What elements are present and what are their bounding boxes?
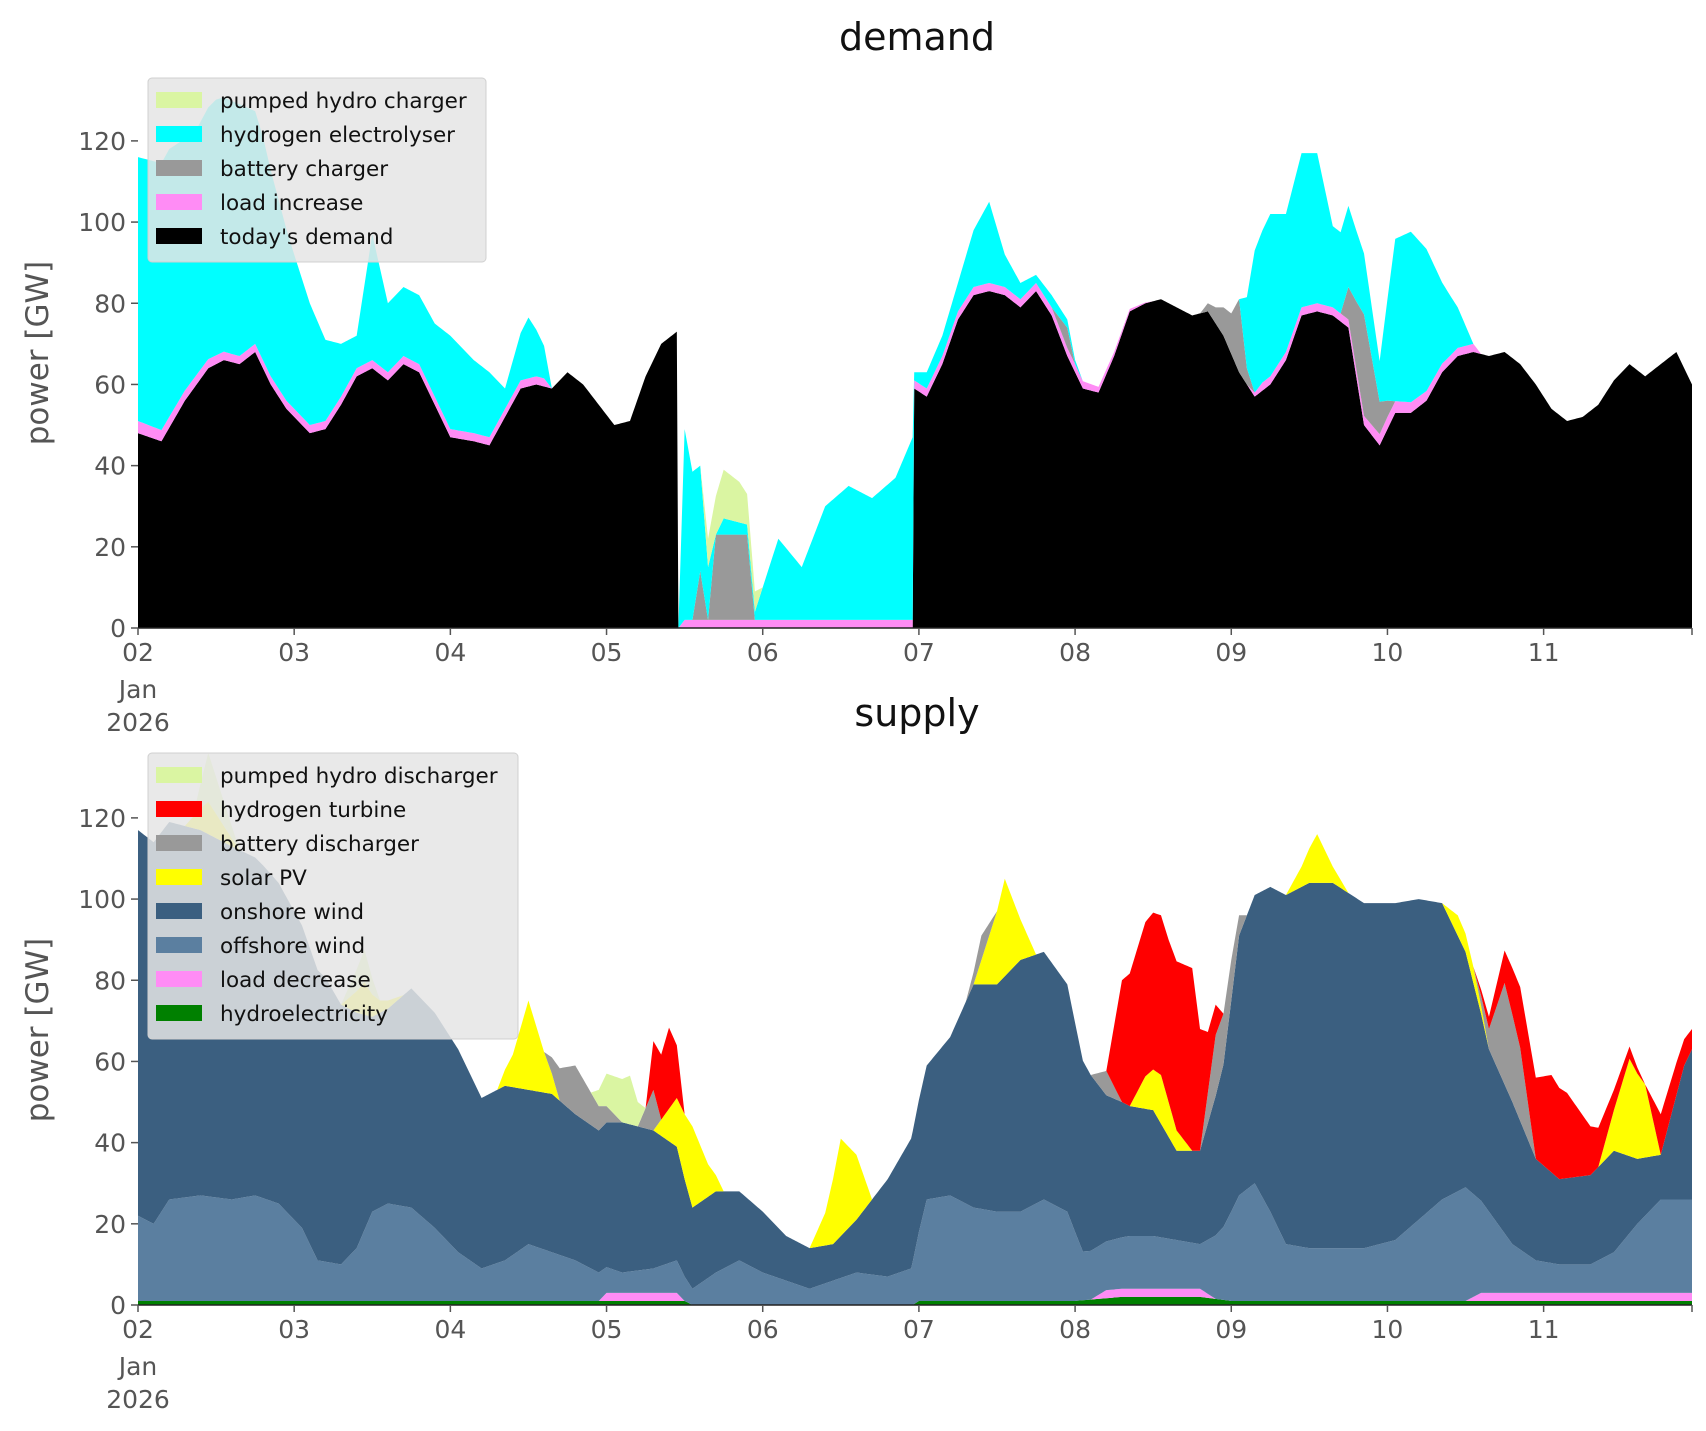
y-tick-label: 0 [110, 1291, 126, 1320]
supply-legend: pumped hydro discharger hydrogen turbine b… [147, 752, 519, 1040]
area-onshore-wind [138, 821, 1692, 1289]
x-tick-label: 07 [903, 638, 935, 667]
area-hydrogen-electrolyser [138, 97, 1692, 628]
legend-box [147, 77, 487, 263]
legend-label-load-decrease: load decrease [220, 968, 371, 993]
y-tick-label: 20 [94, 533, 126, 562]
legend-swatch-hydrogen-turbine [156, 801, 202, 817]
supply-areas [138, 752, 1692, 1305]
x-tick-label: 06 [747, 1315, 779, 1344]
area-today-s-demand [138, 291, 1692, 628]
supply-axes: 0 20 40 60 80 100 120 02 03 04 05 06 07 08 09 10 11 Jan 20… [78, 804, 1693, 1414]
demand-title: demand [839, 15, 995, 59]
legend-label-hydrogen-turbine: hydrogen turbine [220, 798, 406, 823]
x-tick-label: 02 [122, 1315, 154, 1344]
x-tick-label: 04 [434, 638, 466, 667]
y-tick-label: 100 [78, 208, 126, 237]
legend-label-load-increase: load increase [220, 191, 363, 216]
legend-label-pumped-hydro-discharger: pumped hydro discharger [220, 764, 498, 789]
y-tick-label: 60 [94, 370, 126, 399]
legend-swatch-today-s-demand [156, 228, 202, 244]
x-tick-label: 08 [1059, 638, 1091, 667]
legend-swatch-battery-discharger [156, 835, 202, 851]
legend-box [147, 752, 519, 1040]
y-tick-label: 120 [78, 804, 126, 833]
supply-title: supply [854, 691, 979, 735]
legend-label-onshore-wind: onshore wind [220, 900, 364, 925]
x-tick-label: 10 [1372, 638, 1404, 667]
legend-swatch-hydroelectricity [156, 1005, 202, 1021]
x-tick-label: 05 [591, 638, 623, 667]
y-tick-label: 40 [94, 1129, 126, 1158]
legend-swatch-load-decrease [156, 971, 202, 987]
x-tick-sublabel: Jan [117, 675, 158, 704]
y-tick-label: 80 [94, 289, 126, 318]
legend-label-today-s-demand: today's demand [220, 225, 393, 250]
x-tick-label: 03 [278, 1315, 310, 1344]
legend-swatch-hydrogen-electrolyser [156, 126, 202, 142]
legend-label-hydrogen-electrolyser: hydrogen electrolyser [220, 123, 455, 148]
x-tick-label: 02 [122, 638, 154, 667]
legend-swatch-solar-pv [156, 869, 202, 885]
demand-legend: pumped hydro charger hydrogen electrolyse… [147, 77, 487, 263]
legend-swatch-pumped-hydro-charger [156, 92, 202, 108]
legend-swatch-battery-charger [156, 160, 202, 176]
demand-ylabel: power [GW] [20, 261, 56, 446]
x-tick-label: 06 [747, 638, 779, 667]
x-tick-sublabel: Jan [117, 1352, 158, 1381]
legend-label-battery-discharger: battery discharger [220, 832, 419, 857]
x-tick-label: 05 [591, 1315, 623, 1344]
legend-swatch-pumped-hydro-discharger [156, 767, 202, 783]
y-tick-label: 20 [94, 1210, 126, 1239]
y-tick-label: 0 [110, 614, 126, 643]
legend-swatch-offshore-wind [156, 937, 202, 953]
legend-label-solar-pv: solar PV [220, 866, 307, 891]
legend-swatch-onshore-wind [156, 903, 202, 919]
y-tick-label: 80 [94, 966, 126, 995]
y-tick-label: 60 [94, 1047, 126, 1076]
x-tick-label: 11 [1528, 638, 1560, 667]
x-tick-label: 11 [1528, 1315, 1560, 1344]
area-hydroelectricity [138, 1296, 1692, 1305]
legend-label-hydroelectricity: hydroelectricity [220, 1002, 388, 1027]
x-tick-label: 10 [1372, 1315, 1404, 1344]
x-tick-label: 08 [1059, 1315, 1091, 1344]
x-tick-label: 09 [1215, 1315, 1247, 1344]
x-tick-sublabel: 2026 [106, 1385, 170, 1414]
area-offshore-wind [138, 1183, 1692, 1305]
demand-areas [138, 97, 1692, 628]
x-tick-label: 04 [434, 1315, 466, 1344]
supply-ylabel: power [GW] [20, 938, 56, 1123]
x-tick-label: 03 [278, 638, 310, 667]
y-tick-label: 100 [78, 885, 126, 914]
x-tick-label: 09 [1215, 638, 1247, 667]
legend-swatch-load-increase [156, 194, 202, 210]
x-tick-sublabel: 2026 [106, 708, 170, 737]
legend-label-offshore-wind: offshore wind [220, 934, 365, 959]
x-tick-label: 07 [903, 1315, 935, 1344]
y-tick-label: 120 [78, 127, 126, 156]
y-tick-label: 40 [94, 452, 126, 481]
demand-axes: 0 20 40 60 80 100 120 02 03 04 05 06 07 08 09 10 11 Jan 20… [78, 127, 1693, 737]
legend-label-battery-charger: battery charger [220, 157, 388, 182]
legend-label-pumped-hydro-charger: pumped hydro charger [220, 89, 467, 114]
